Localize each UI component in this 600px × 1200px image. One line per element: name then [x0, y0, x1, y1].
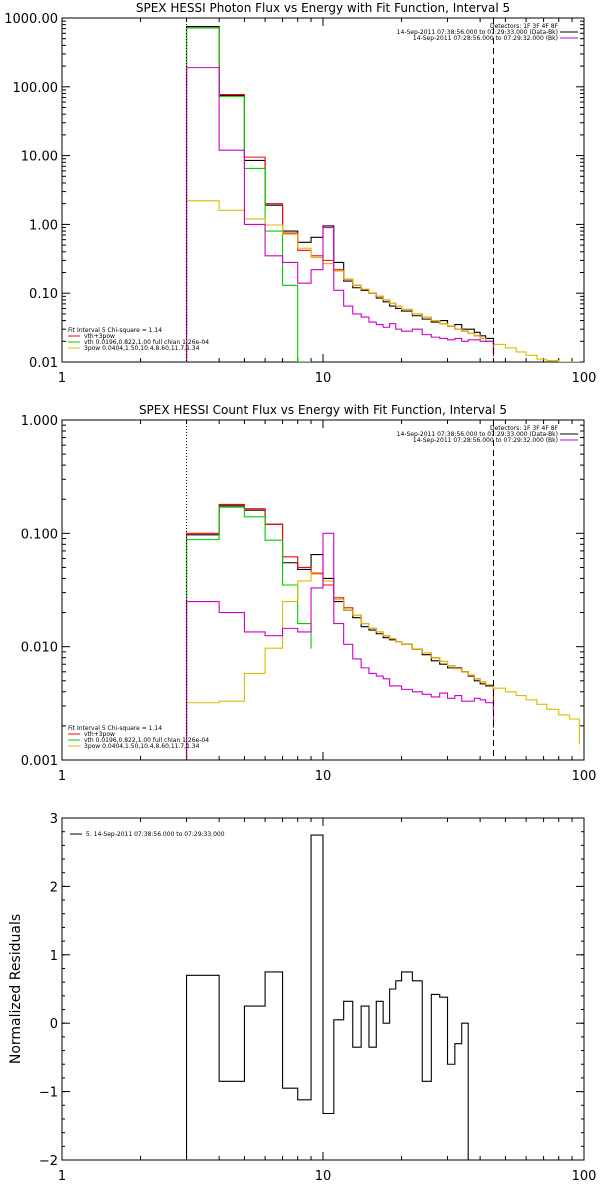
series-vth-3pow	[185, 27, 495, 362]
series-5-14-sep-2011-07-38-56-000-to-07-29-33-000	[185, 834, 469, 1160]
plot-frame	[61, 419, 585, 761]
panel-2: SPEX HESSI Count Flux vs Energy with Fit…	[21, 403, 597, 784]
legend-left-entry: 3pow 0.0404,1.50,10.4,8.60,11.7,1.34	[84, 743, 200, 750]
plot-area	[185, 834, 469, 1160]
legend-left-entry: vth 0.0196,0.822,1.00 full chian 1.26e-0…	[84, 737, 209, 744]
legend-left-entry: vth+3pow	[84, 333, 115, 340]
series-3pow	[185, 572, 580, 760]
y-tick-label: 0.01	[29, 356, 58, 371]
y-tick-label: 0.100	[21, 527, 58, 542]
series-data-bk	[185, 505, 495, 760]
plot-area	[185, 18, 580, 362]
x-tick-label: 100	[572, 769, 597, 784]
legend-right-entry: 14-Sep-2011 07:28:56.000 to 07:29:32.000…	[413, 35, 558, 42]
series-bk	[185, 67, 495, 362]
x-tick-label: 10	[315, 1169, 332, 1184]
legend-right-entry: Detectors: 1F 3F 4F 8F	[490, 425, 559, 432]
y-tick-label: 1000.00	[4, 12, 58, 27]
series-bk	[185, 532, 495, 760]
y-tick-label: 10.00	[21, 150, 58, 165]
y-tick-label: 0	[50, 1017, 58, 1032]
y-tick-label: 0.010	[21, 641, 58, 656]
x-tick-label: 1	[58, 769, 66, 784]
y-tick-label: 0.10	[29, 287, 58, 302]
y-tick-label: 0.001	[21, 754, 58, 769]
plot-area	[185, 420, 580, 760]
plot-frame	[61, 17, 585, 363]
legend-top-entry: 5. 14-Sep-2011 07:38:56.000 to 07:29:33.…	[86, 831, 225, 838]
legend-right-entry: Detectors: 1F 3F 4F 8F	[490, 23, 559, 30]
panel-3: 1 10 100 −2 −1 0 1 2 3 Normalized Residuals 5. 14-…	[8, 812, 596, 1184]
y-tick-label: −1	[39, 1086, 58, 1101]
panel-1: SPEX HESSI Photon Flux vs Energy with Fi…	[4, 1, 596, 386]
legend-left-entry: Fit Interval 5 Chi-square = 1.14	[68, 725, 162, 732]
y-tick-label: −2	[39, 1154, 58, 1169]
x-tick-label: 1	[58, 371, 66, 386]
x-tick-label: 10	[315, 769, 332, 784]
x-tick-label: 1	[58, 1169, 66, 1184]
series-vth	[185, 506, 312, 760]
series-vth-3pow	[185, 503, 495, 760]
legend-right-entry: 14-Sep-2011 07:28:56.000 to 07:29:32.000…	[413, 437, 558, 444]
legend-left-entry: Fit Interval 5 Chi-square = 1.14	[68, 327, 162, 334]
legend-left-entry: vth+3pow	[84, 731, 115, 738]
x-tick-label: 100	[572, 1169, 597, 1184]
chart-title: SPEX HESSI Count Flux vs Energy with Fit…	[139, 403, 507, 417]
x-tick-label: 10	[315, 371, 332, 386]
legend-left-entry: 3pow 0.0404,1.50,10.4,8.60,11.7,1.34	[84, 345, 200, 352]
legend-right-entry: 14-Sep-2011 07:38:56.000 to 07:29:33.000…	[397, 431, 558, 438]
series-vth	[185, 27, 312, 362]
y-tick-label: 100.00	[13, 81, 59, 96]
y-tick-label: 1.000	[21, 414, 58, 429]
y-axis-label: Normalized Residuals	[8, 914, 24, 1064]
y-tick-label: 1	[50, 949, 58, 964]
series-3pow	[185, 200, 580, 362]
y-tick-label: 1.00	[29, 218, 58, 233]
legend-right-entry: 14-Sep-2011 07:38:56.000 to 07:29:33.000…	[397, 29, 558, 36]
chart-title: SPEX HESSI Photon Flux vs Energy with Fi…	[136, 1, 510, 15]
series-data-bk	[185, 26, 495, 362]
y-tick-label: 2	[50, 880, 58, 895]
legend-left-entry: vth 0.0196,0.822,1.00 full chian 1.26e-0…	[84, 339, 209, 346]
y-tick-label: 3	[50, 812, 58, 827]
x-tick-label: 100	[572, 371, 597, 386]
